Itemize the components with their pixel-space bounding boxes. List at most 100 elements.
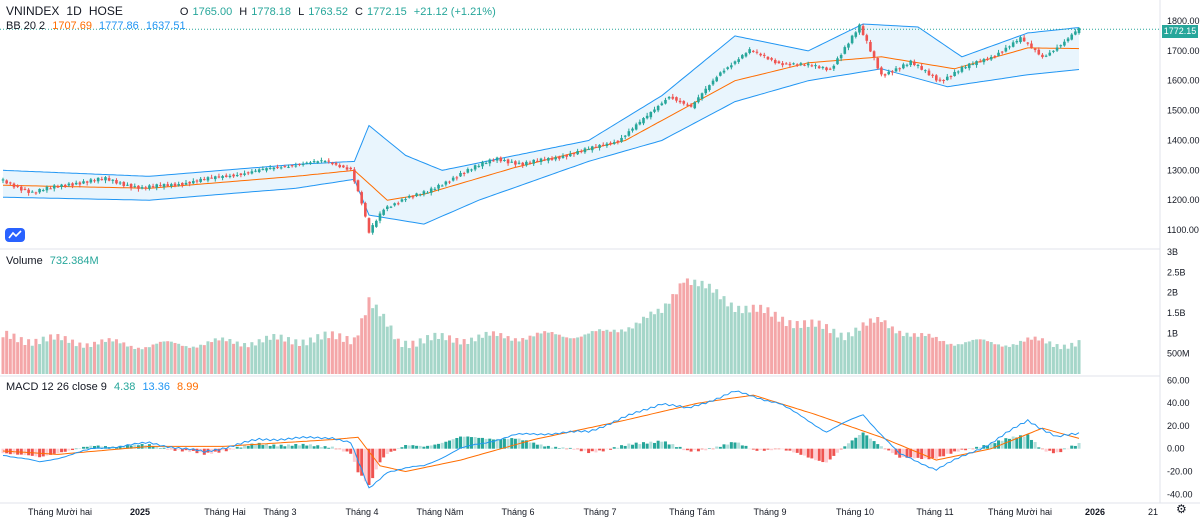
volume-bar: [125, 346, 129, 374]
volume-bar: [814, 326, 818, 374]
candle-body: [590, 146, 594, 151]
candle-body: [56, 186, 60, 188]
macd-histogram-bar: [594, 448, 598, 453]
macd-histogram-bar: [546, 445, 550, 449]
macd-histogram-bar: [286, 444, 290, 449]
macd-histogram-bar: [228, 448, 232, 450]
volume-bar: [488, 335, 492, 374]
time-axis-label: Tháng 4: [345, 507, 378, 517]
volume-bar: [330, 331, 334, 374]
macd-histogram-bar: [484, 438, 488, 449]
volume-bar: [905, 332, 909, 374]
volume-bar: [1040, 338, 1044, 374]
volume-bar: [301, 339, 305, 374]
volume-bar: [693, 279, 697, 374]
candle-body: [301, 164, 305, 166]
macd-histogram-bar: [158, 448, 162, 449]
volume-bar: [1018, 340, 1022, 374]
candle-body: [327, 160, 331, 162]
volume-legend[interactable]: Volume 732.384M: [6, 255, 103, 267]
macd-histogram-bar: [330, 446, 334, 449]
macd-histogram-bar: [971, 448, 975, 450]
volume-bar: [217, 340, 221, 374]
candle-body: [466, 169, 470, 173]
symbol-name[interactable]: VNINDEX: [6, 4, 60, 18]
gear-icon[interactable]: ⚙: [1176, 502, 1187, 516]
candle-body: [261, 168, 265, 170]
candle-body: [294, 165, 298, 167]
volume-bar: [1073, 346, 1077, 374]
macd-histogram-bar: [177, 448, 181, 450]
volume-bar: [276, 339, 279, 374]
volume-bar: [41, 336, 45, 374]
volume-bar: [1062, 344, 1066, 374]
volume-bar: [513, 338, 517, 374]
volume-bar: [67, 342, 71, 374]
macd-histogram-bar: [707, 448, 711, 449]
volume-bar: [495, 336, 499, 374]
volume-bar: [660, 312, 664, 374]
volume-bar: [967, 341, 971, 374]
candle-body: [880, 67, 883, 75]
macd-histogram-bar: [49, 448, 53, 455]
candle-body: [554, 157, 557, 160]
bb-upper-line: [2, 23, 1080, 177]
candle-body: [993, 55, 997, 57]
macd-histogram-bar: [861, 432, 865, 449]
macd-histogram-bar: [887, 448, 891, 451]
macd-histogram-bar: [246, 445, 250, 449]
volume-bar: [792, 328, 796, 374]
bb-legend[interactable]: BB 20 2 1707.69 1777.86 1637.51: [6, 20, 190, 32]
interval[interactable]: 1D: [66, 4, 82, 18]
volume-bar: [502, 338, 506, 374]
macd-histogram-bar: [122, 446, 126, 449]
macd-histogram-bar: [495, 438, 499, 449]
volume-bar: [19, 337, 23, 374]
candle-body: [342, 165, 345, 168]
time-axis-label: Tháng Mười hai: [28, 507, 92, 517]
macd-histogram-bar: [469, 437, 473, 449]
candle-body: [122, 182, 126, 186]
volume-bar: [191, 346, 195, 374]
candle-body: [975, 61, 978, 66]
candle-body: [620, 137, 623, 142]
volume-bar: [638, 323, 642, 374]
volume-bar: [510, 340, 514, 374]
volume-axis-label: 1.5B: [1167, 308, 1186, 318]
macd-histogram-bar: [799, 448, 803, 455]
candle-body: [569, 153, 572, 157]
bb-basis-value: 1707.69: [52, 20, 92, 32]
volume-bar: [312, 342, 316, 374]
volume-bar: [506, 336, 510, 374]
macd-histogram-bar: [140, 443, 144, 449]
macd-histogram-bar: [810, 448, 814, 459]
volume-bar: [352, 337, 356, 374]
macd-histogram-bar: [319, 447, 323, 449]
candle-body: [920, 66, 923, 70]
macd-histogram-bar: [180, 448, 184, 452]
macd-histogram-bar: [352, 448, 356, 462]
volume-bar: [224, 341, 228, 374]
time-axis-label: 21: [1148, 507, 1158, 517]
volume-bar: [971, 339, 975, 374]
macd-histogram-bar: [942, 448, 946, 457]
candle-body: [935, 75, 938, 81]
candle-body: [206, 177, 210, 181]
macd-histogram-bar: [762, 448, 766, 451]
candle-body: [107, 178, 111, 181]
tradingview-logo-icon[interactable]: [5, 228, 25, 242]
volume-bar: [1026, 337, 1030, 374]
volume-bar: [49, 334, 53, 374]
candle-body: [708, 85, 711, 91]
volume-bar: [770, 316, 774, 374]
macd-histogram-bar: [82, 446, 86, 449]
macd-histogram-bar: [221, 448, 225, 451]
macd-legend[interactable]: MACD 12 26 close 9 4.38 13.36 8.99: [6, 381, 202, 393]
price-axis-label: 1600.00: [1167, 76, 1200, 86]
macd-histogram-bar: [989, 442, 993, 449]
macd-histogram-bar: [473, 437, 477, 449]
volume-bar: [986, 341, 990, 374]
macd-histogram-bar: [440, 442, 444, 449]
time-axis-label: 2025: [130, 507, 150, 517]
